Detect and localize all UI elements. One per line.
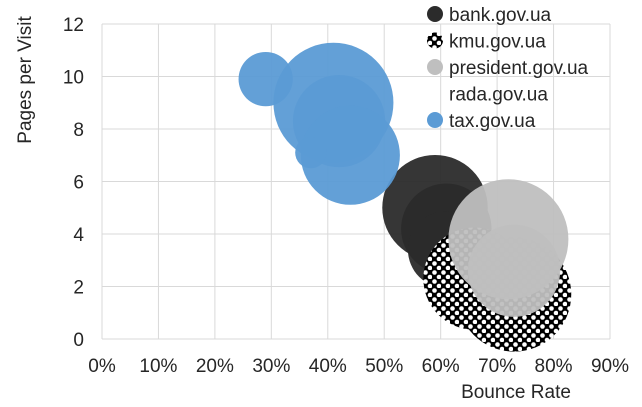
x-tick-label: 20%: [196, 356, 234, 377]
legend-label: bank.gov.ua: [449, 5, 552, 26]
y-tick-label: 8: [73, 120, 84, 141]
y-tick-label: 10: [63, 68, 84, 89]
legend: bank.gov.ua kmu.gov.ua president.gov.ua rad…: [427, 5, 589, 132]
x-tick-label: 50%: [365, 356, 403, 377]
y-tick-label: 6: [73, 173, 84, 194]
x-tick-label: 80%: [535, 356, 573, 377]
legend-marker-tax-gov-ua: [427, 112, 443, 128]
legend-marker-president-gov-ua: [427, 59, 443, 75]
legend-label: kmu.gov.ua: [449, 32, 546, 53]
legend-label: tax.gov.ua: [449, 111, 536, 132]
x-tick-label: 70%: [478, 356, 516, 377]
x-tick-label: 40%: [309, 356, 347, 377]
y-tick-label: 4: [73, 225, 84, 246]
bubble-tax-gov-ua-3: [300, 105, 400, 205]
x-axis-ticks: 0% 10% 20% 30% 40% 50% 60% 70% 80% 90%: [88, 356, 629, 377]
y-tick-label: 0: [73, 330, 84, 351]
x-axis-title: Bounce Rate: [461, 382, 571, 403]
legend-marker-bank-gov-ua: [427, 6, 443, 22]
legend-label: rada.gov.ua: [449, 85, 548, 106]
y-axis-ticks: 0 2 4 6 8 10 12: [63, 15, 85, 351]
y-axis-title: Pages per Visit: [15, 16, 36, 144]
bubble-tax-gov-ua-4: [295, 136, 327, 169]
x-tick-label: 0%: [88, 356, 116, 377]
y-tick-label: 2: [73, 278, 84, 299]
y-tick-label: 12: [63, 15, 84, 36]
bubbles-layer: [238, 42, 572, 352]
bubble-president-gov-ua-1: [467, 224, 561, 317]
legend-label: president.gov.ua: [449, 58, 589, 79]
x-tick-label: 30%: [252, 356, 290, 377]
x-tick-label: 90%: [591, 356, 629, 377]
legend-marker-kmu-gov-ua: [427, 32, 443, 49]
x-tick-label: 60%: [422, 356, 460, 377]
x-tick-label: 10%: [139, 356, 177, 377]
